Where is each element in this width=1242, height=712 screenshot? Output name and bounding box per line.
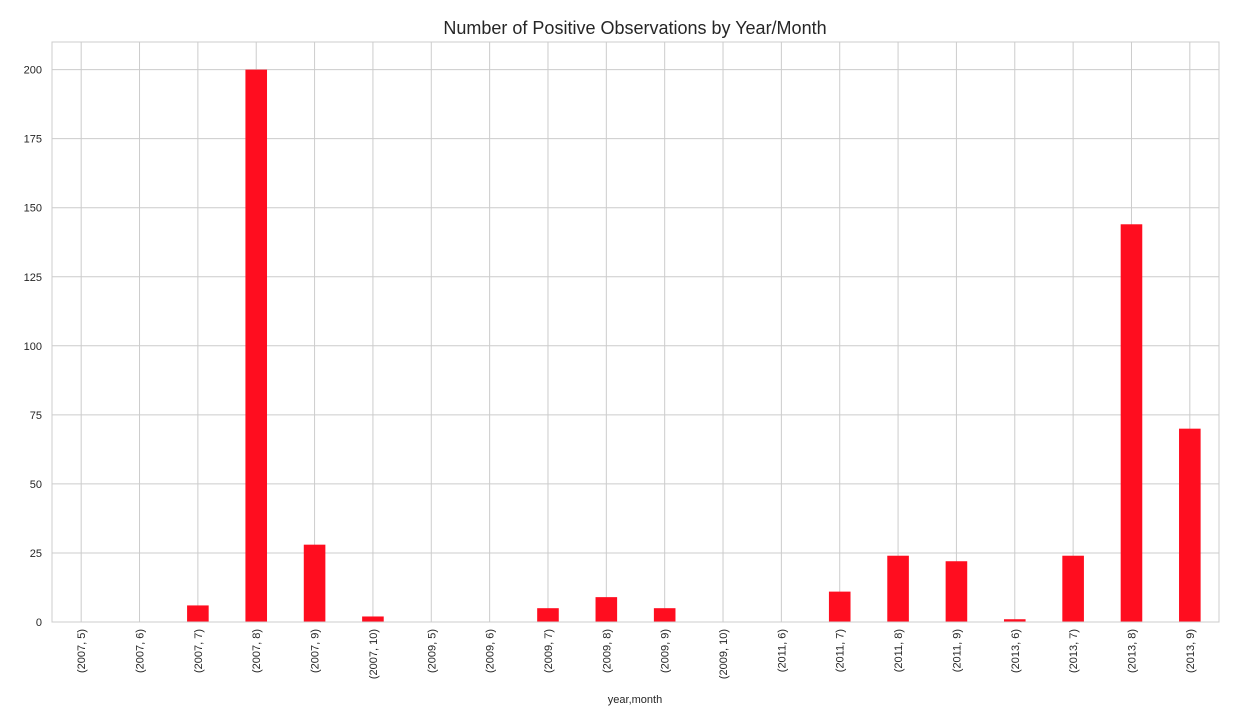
- x-tick-label: (2007, 5): [76, 629, 88, 673]
- bar: [945, 561, 968, 622]
- x-tick-label: (2011, 8): [893, 629, 905, 672]
- x-tick-label: (2009, 9): [660, 629, 672, 673]
- x-tick-label: (2009, 6): [485, 629, 497, 673]
- y-axis-ticks: 0 25 50 75 100 125 150 175 200: [24, 65, 42, 629]
- x-tick-label: (2011, 9): [951, 629, 963, 672]
- y-tick-label: 150: [24, 203, 42, 215]
- x-tick-label: (2007, 6): [135, 629, 147, 673]
- x-tick-label: (2011, 7): [835, 629, 847, 672]
- bar: [245, 69, 268, 623]
- bar: [1179, 428, 1201, 622]
- x-tick-label: (2007, 8): [251, 629, 263, 673]
- y-tick-label: 200: [24, 65, 42, 77]
- chart-title: Number of Positive Observations by Year/…: [443, 18, 826, 38]
- x-axis-ticks: (2007, 5) (2007, 6) (2007, 7) (2007, 8) (200…: [76, 629, 1197, 679]
- plot-frame: [51, 41, 1220, 623]
- bar: [828, 591, 851, 622]
- bar: [1062, 555, 1084, 622]
- x-tick-label: (2013, 7): [1068, 629, 1080, 673]
- y-tick-label: 175: [24, 134, 42, 146]
- bar: [187, 605, 209, 622]
- x-axis-label: year,month: [608, 694, 662, 706]
- x-tick-label: (2013, 6): [1010, 629, 1022, 673]
- bar: [1003, 619, 1026, 622]
- y-tick-label: 125: [24, 272, 42, 284]
- bar: [537, 608, 559, 622]
- y-tick-label: 50: [30, 479, 42, 491]
- x-tick-label: (2007, 9): [310, 629, 322, 673]
- bars: [187, 69, 1201, 623]
- bar: [887, 555, 909, 622]
- bar: [595, 597, 618, 622]
- x-tick-label: (2011, 6): [776, 629, 788, 672]
- bar: [653, 608, 676, 622]
- x-tick-label: (2009, 5): [426, 629, 438, 673]
- x-tick-label: (2013, 8): [1126, 629, 1138, 673]
- bar: [362, 616, 384, 622]
- y-tick-label: 25: [30, 548, 42, 560]
- x-tick-label: (2009, 7): [543, 629, 555, 673]
- y-tick-label: 0: [36, 617, 42, 629]
- x-tick-label: (2009, 10): [718, 629, 730, 679]
- bar: [1120, 224, 1143, 623]
- x-tick-label: (2013, 9): [1185, 629, 1197, 673]
- x-tick-label: (2007, 10): [368, 629, 380, 679]
- x-tick-label: (2009, 8): [601, 629, 613, 673]
- gridlines: [52, 42, 1219, 623]
- x-tick-label: (2007, 7): [193, 629, 205, 673]
- y-tick-label: 100: [24, 341, 42, 353]
- y-tick-label: 75: [30, 410, 42, 422]
- bar: [303, 544, 326, 622]
